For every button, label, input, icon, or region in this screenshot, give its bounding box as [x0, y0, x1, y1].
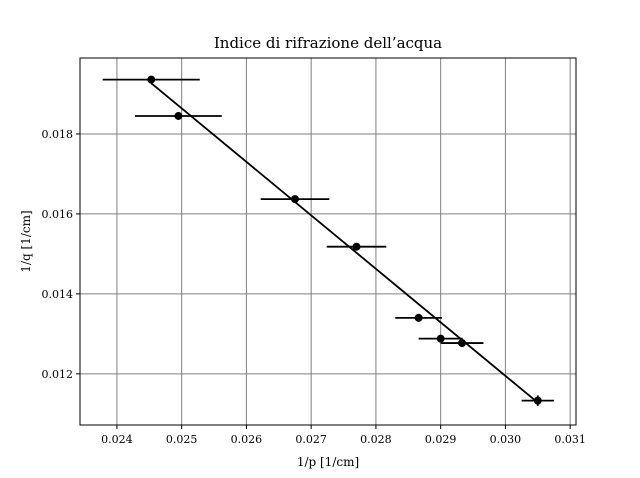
x-tick-label: 0.028 — [360, 433, 392, 446]
x-ticks: 0.024 0.025 0.026 0.027 0.028 0.029 0.030 0.031 — [101, 425, 586, 446]
y-tick-label: 0.018 — [42, 128, 74, 141]
fit-line — [150, 82, 539, 404]
x-tick-label: 0.029 — [425, 433, 457, 446]
x-axis-label: 1/p [1/cm] — [297, 455, 359, 469]
data-marker — [147, 75, 156, 84]
y-ticks: 0.012 0.014 0.016 0.018 — [42, 128, 80, 381]
x-tick-label: 0.025 — [166, 433, 198, 446]
data-marker — [290, 195, 299, 204]
data-marker — [414, 313, 423, 322]
data-point — [440, 339, 484, 348]
data-marker — [174, 111, 183, 120]
errorbars — [102, 75, 554, 406]
y-tick-label: 0.012 — [42, 368, 74, 381]
grid — [80, 58, 576, 425]
data-point — [418, 334, 463, 343]
data-point — [326, 242, 387, 251]
data-marker — [352, 242, 361, 251]
plot-background — [80, 58, 576, 425]
fit-line-group — [150, 82, 539, 404]
y-tick-label: 0.016 — [42, 208, 74, 221]
chart-title: Indice di rifrazione dell’acqua — [214, 34, 442, 52]
data-point — [135, 111, 222, 120]
x-tick-label: 0.026 — [231, 433, 263, 446]
plot-frame — [79, 57, 577, 426]
x-tick-label: 0.031 — [554, 433, 586, 446]
x-tick-label: 0.024 — [101, 433, 133, 446]
data-marker — [436, 334, 445, 343]
x-tick-label: 0.027 — [295, 433, 327, 446]
y-tick-label: 0.014 — [42, 288, 74, 301]
data-marker — [458, 339, 467, 348]
x-tick-label: 0.030 — [490, 433, 522, 446]
data-point — [395, 313, 442, 322]
data-point — [260, 195, 330, 204]
data-point — [521, 395, 554, 406]
data-point — [102, 75, 200, 84]
data-marker — [533, 396, 542, 405]
y-axis-label: 1/q [1/cm] — [19, 210, 33, 272]
